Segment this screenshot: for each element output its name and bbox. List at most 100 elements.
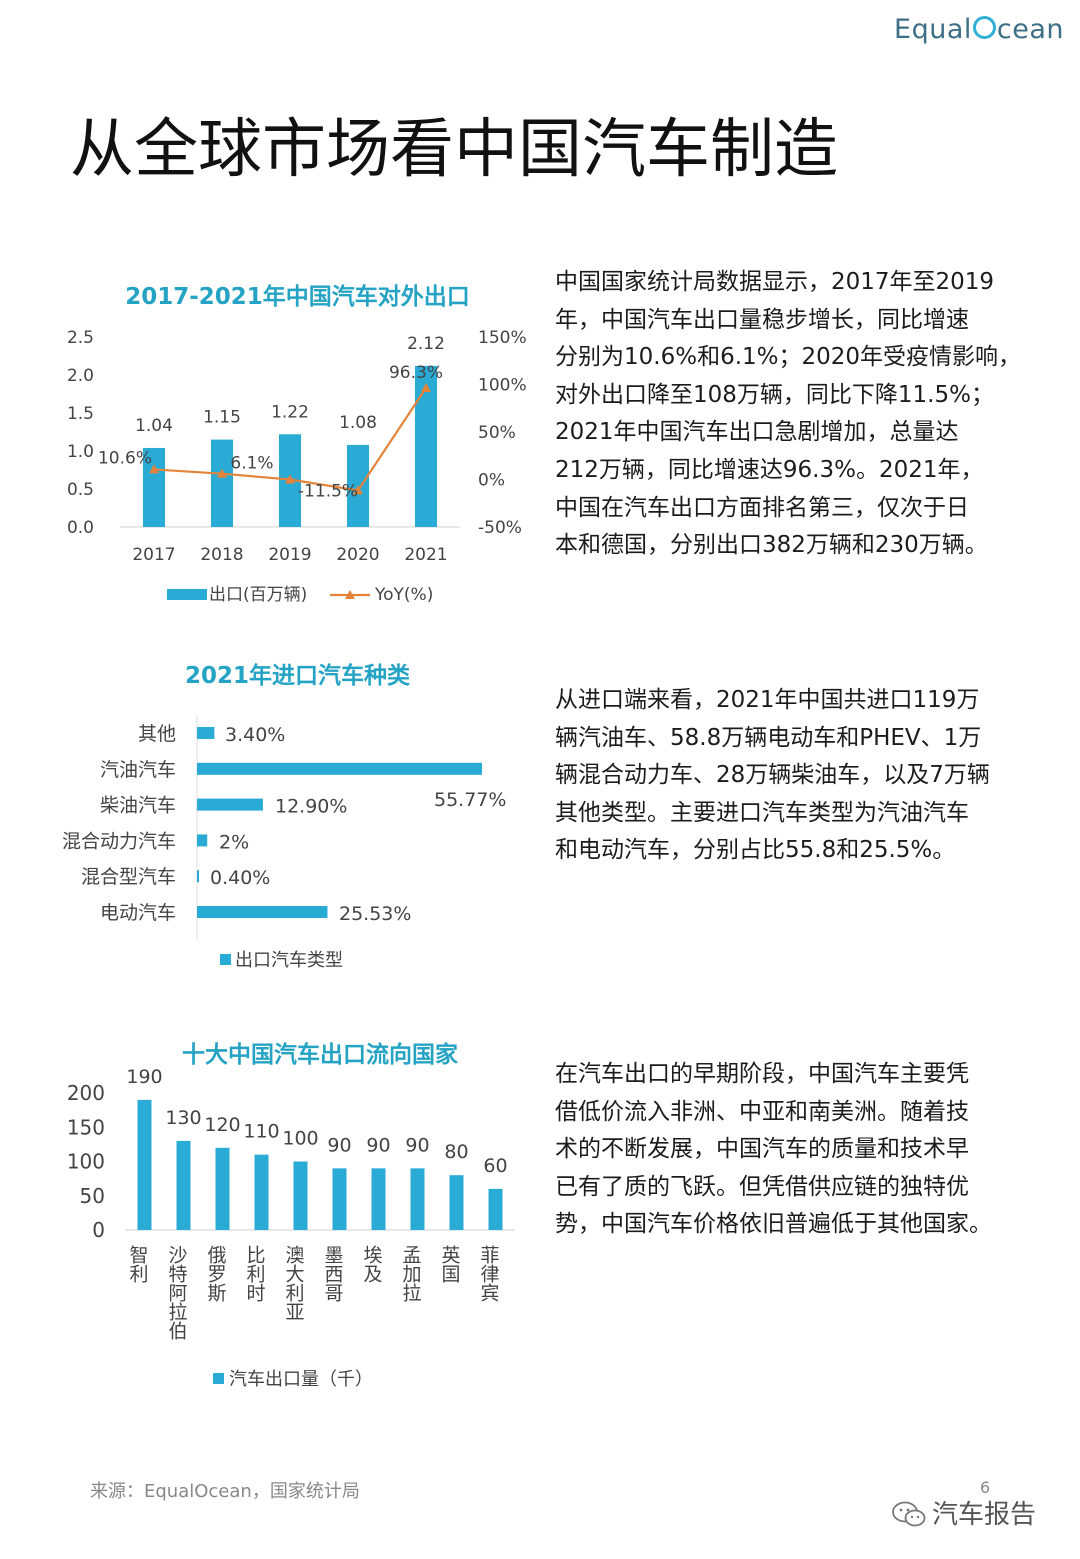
- text-line: 中国国家统计局数据显示，2017年至2019: [555, 269, 995, 295]
- x-tick-label: 2021: [404, 545, 447, 565]
- y-right-tick-label: 150%: [478, 328, 527, 348]
- chart3-top10-destinations: 0 50 100 150 200 190 智利 130 沙特阿拉伯 120 俄罗斯 110 比利时 100…: [67, 1066, 515, 1390]
- bar-value-label: 60: [483, 1155, 507, 1177]
- country-bar: [410, 1168, 425, 1230]
- text-line: 从进口端来看，2021年中国共进口119万: [555, 687, 980, 713]
- chart2-import-types: 其他 3.40% 汽油汽车 55.77% 柴油汽车 12.90% 混合动力汽车 2% 混合型汽车…: [62, 715, 506, 971]
- bar-value-label: 3.40%: [225, 724, 285, 746]
- text-line: 辆混合动力车、28万辆柴油车，以及7万辆: [555, 762, 990, 789]
- bar-value-label: 90: [327, 1134, 351, 1156]
- paragraph-import-types: 从进口端来看，2021年中国共进口119万 辆汽油车、58.8万辆电动车和PHE…: [555, 682, 1055, 870]
- country-bar: [371, 1168, 386, 1230]
- bar-value-label: 90: [405, 1134, 429, 1156]
- bar-value-label: 110: [243, 1121, 279, 1143]
- chart1-export-2017-2021: 0.0 0.5 1.0 1.5 2.0 2.5 -50% 0% 50% 100% 150% 1.04 2…: [67, 328, 527, 605]
- legend-label-line: YoY(%): [374, 585, 433, 605]
- paragraph-export-destinations: 在汽车出口的早期阶段，中国汽车主要凭 借低价流入非洲、中亚和南美洲。随着技 术的…: [555, 1056, 1055, 1244]
- export-bar: [211, 439, 233, 527]
- country-bar: [332, 1168, 347, 1230]
- bar-value-label: 130: [165, 1107, 201, 1129]
- chart3-title: 十大中国汽车出口流向国家: [182, 1042, 458, 1068]
- yoy-point: [421, 383, 431, 393]
- x-tick-label: 2017: [132, 545, 175, 565]
- page-number: 6: [980, 1478, 991, 1497]
- category-label: 汽油汽车: [100, 759, 176, 781]
- text-line: 辆汽油车、58.8万辆电动车和PHEV、1万: [555, 724, 982, 751]
- bar-value-label: 25.53%: [339, 903, 411, 925]
- paragraph-export-trend: 中国国家统计局数据显示，2017年至2019 年，中国汽车出口量稳步增长，同比增…: [555, 264, 1055, 565]
- y-left-tick-label: 0.5: [67, 480, 94, 500]
- logo-o-mark: [972, 16, 996, 39]
- text-line: 术的不断发展，中国汽车的质量和技术早: [555, 1136, 969, 1163]
- legend-swatch-bar: [167, 589, 207, 600]
- bar-value-label: 12.90%: [275, 796, 347, 818]
- country-bar: [488, 1188, 503, 1230]
- country-bar: [293, 1161, 308, 1230]
- country-bar: [176, 1140, 191, 1230]
- yoy-point: [149, 464, 159, 474]
- export-bar-value-label: 1.22: [271, 402, 309, 422]
- import-type-bar: [197, 798, 263, 811]
- bar-value-label: 55.77%: [434, 789, 506, 811]
- x-tick-label: 2020: [336, 545, 379, 565]
- category-label: 柴油汽车: [100, 795, 176, 817]
- legend-label: 出口汽车类型: [235, 950, 343, 971]
- y-right-tick-label: 0%: [478, 471, 505, 491]
- export-bar: [143, 447, 165, 527]
- country-label: 沙特阿拉伯: [166, 1245, 188, 1340]
- text-line: 借低价流入非洲、中亚和南美洲。随着技: [555, 1098, 969, 1125]
- y-left-tick-label: 2.0: [67, 366, 94, 386]
- bar-value-label: 100: [282, 1128, 318, 1150]
- text-line: 中国在汽车出口方面排名第三，仅次于日: [555, 494, 969, 521]
- text-line: 其他类型。主要进口汽车类型为汽油汽车: [555, 799, 969, 826]
- category-label: 混合动力汽车: [62, 830, 176, 852]
- country-label: 比利时: [244, 1245, 266, 1302]
- chart1-title: 2017-2021年中国汽车对外出口: [125, 284, 470, 310]
- country-label: 俄罗斯: [205, 1245, 227, 1303]
- y-tick-label: 0: [92, 1218, 105, 1242]
- text-line: 势，中国汽车价格依旧普遍低于其他国家。: [555, 1211, 992, 1238]
- country-label: 澳大利亚: [283, 1245, 305, 1321]
- yoy-point: [285, 474, 295, 484]
- export-bar-value-label: 1.15: [203, 408, 241, 428]
- yoy-point: [217, 468, 227, 478]
- category-label: 电动汽车: [100, 902, 176, 924]
- x-tick-label: 2018: [200, 545, 243, 565]
- bar-value-label: 80: [444, 1141, 468, 1163]
- country-label: 孟加拉: [400, 1245, 422, 1302]
- watermark-text: 汽车报告: [932, 1500, 1037, 1530]
- text-line: 在汽车出口的早期阶段，中国汽车主要凭: [555, 1061, 969, 1087]
- y-left-tick-label: 2.5: [67, 328, 94, 348]
- import-type-bar: [197, 870, 200, 883]
- y-left-tick-label: 0.0: [67, 518, 94, 538]
- bar-value-label: 90: [366, 1134, 390, 1156]
- equalocean-logo: Equal cean: [894, 14, 1064, 45]
- y-tick-label: 100: [67, 1150, 105, 1174]
- y-left-tick-label: 1.5: [67, 404, 94, 424]
- yoy-value-label: -11.5%: [298, 481, 358, 501]
- legend-label-bar: 出口(百万辆): [209, 585, 307, 605]
- y-left-tick-label: 1.0: [67, 442, 94, 462]
- text-line: 2021年中国汽车出口急剧增加，总量达: [555, 419, 959, 446]
- yoy-value-label: 10.6%: [98, 448, 152, 468]
- import-type-bar: [197, 834, 208, 847]
- category-label: 其他: [138, 723, 176, 745]
- legend-swatch: [220, 954, 231, 965]
- y-right-tick-label: -50%: [478, 518, 522, 538]
- import-type-bar: [197, 906, 328, 918]
- country-bar: [137, 1099, 152, 1230]
- country-label: 智利: [127, 1245, 149, 1283]
- y-tick-label: 150: [67, 1115, 105, 1139]
- bar-value-label: 2%: [219, 831, 249, 853]
- export-bar-value-label: 1.04: [135, 416, 173, 436]
- import-type-bar: [197, 727, 215, 739]
- country-bar: [215, 1147, 230, 1230]
- y-right-tick-label: 50%: [478, 423, 516, 443]
- country-label: 墨西哥: [322, 1245, 344, 1302]
- category-label: 混合型汽车: [81, 866, 176, 888]
- yoy-value-label: 6.1%: [230, 454, 273, 474]
- x-tick-label: 2019: [268, 545, 311, 565]
- y-tick-label: 200: [67, 1081, 105, 1105]
- text-line: 本和德国，分别出口382万辆和230万辆。: [555, 532, 988, 559]
- y-right-tick-label: 100%: [478, 376, 527, 396]
